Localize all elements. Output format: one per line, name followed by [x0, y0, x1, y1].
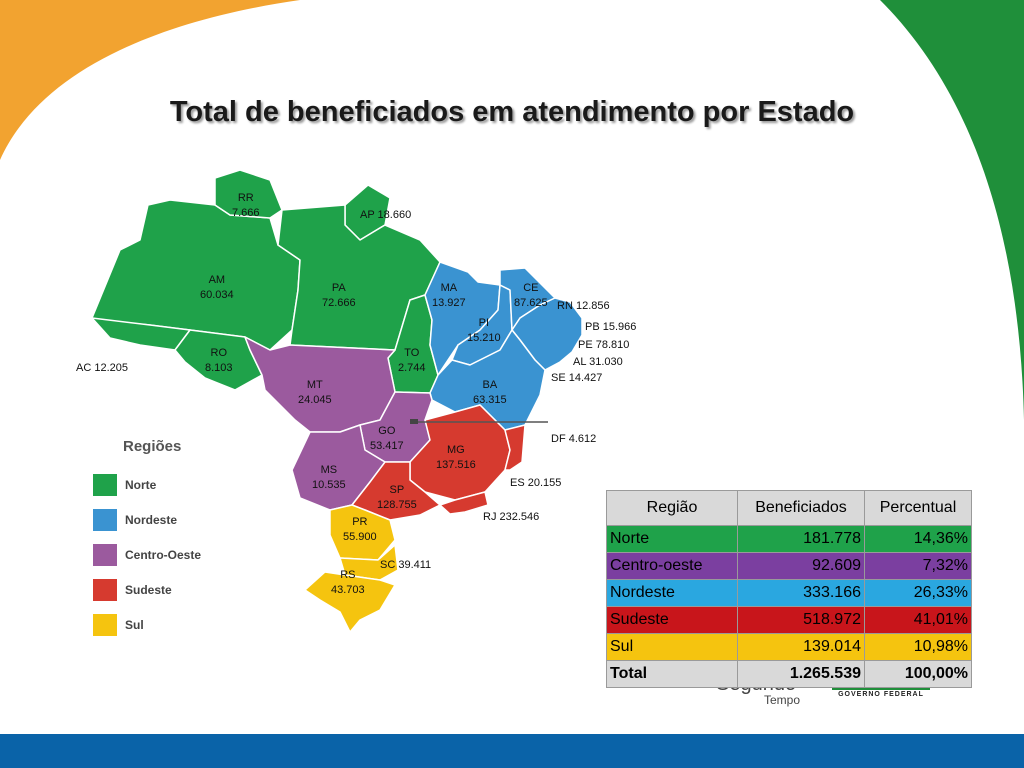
legend-item-norte: Norte — [93, 467, 213, 502]
label-ba: BA 63.315 — [473, 379, 507, 406]
cell-beneficiados: 333.166 — [737, 579, 865, 607]
label-rj: RJ 232.546 — [483, 511, 540, 523]
cell-percentual: 41,01% — [864, 606, 972, 634]
label-mt: MT 24.045 — [298, 379, 332, 406]
label-pb: PB 15.966 — [585, 321, 637, 333]
legend-label: Centro-Oeste — [125, 547, 202, 562]
label-al: AL 31.030 — [573, 356, 623, 368]
footer-band — [0, 734, 1024, 768]
state-rj — [439, 491, 489, 515]
label-ap: AP 18.660 — [360, 209, 412, 221]
label-mg: MG 137.516 — [436, 444, 476, 471]
label-pi: PI 15.210 — [467, 317, 501, 344]
label-pr: PR 55.900 — [343, 516, 377, 543]
table-row: Centro-oeste 92.609 7,32% — [606, 552, 972, 580]
legend-swatch — [93, 508, 117, 531]
cell-percentual: 26,33% — [864, 579, 972, 607]
header-regiao: Região — [606, 490, 738, 526]
cell-region: Nordeste — [606, 579, 738, 607]
table-header-row: Região Beneficiados Percentual — [606, 490, 972, 526]
label-df: DF 4.612 — [551, 433, 597, 445]
label-rr: RR 7.666 — [232, 192, 260, 219]
legend-item-sul: Sul — [93, 607, 213, 642]
map-legend: Regiões Norte Nordeste Centro-Oeste Sude… — [93, 438, 213, 642]
table-total-row: Total 1.265.539 100,00% — [606, 660, 972, 688]
region-summary-table: Região Beneficiados Percentual Norte 181… — [606, 490, 972, 688]
label-ce: CE 87.625 — [514, 282, 548, 309]
legend-title: Regiões — [123, 438, 182, 455]
label-sc: SC 39.411 — [380, 559, 432, 571]
legend-swatch — [93, 613, 117, 636]
label-rs: RS 43.703 — [331, 569, 365, 596]
table-row: Sudeste 518.972 41,01% — [606, 606, 972, 634]
label-go: GO 53.417 — [370, 425, 404, 452]
table-row: Nordeste 333.166 26,33% — [606, 579, 972, 607]
header-percentual: Percentual — [864, 490, 972, 526]
green-swoosh — [880, 0, 1024, 420]
legend-swatch — [93, 543, 117, 566]
label-ms: MS 10.535 — [312, 464, 346, 491]
label-se: SE 14.427 — [551, 372, 603, 384]
state-ba — [429, 329, 546, 431]
cell-region: Sudeste — [606, 606, 738, 634]
legend-item-centro-oeste: Centro-Oeste — [93, 537, 213, 572]
page-title: Total de beneficiados em atendimento por… — [169, 96, 855, 128]
label-pa: PA 72.666 — [322, 282, 356, 309]
cell-total-label: Total — [606, 660, 738, 688]
gov-label: GOVERNO FEDERAL — [838, 691, 924, 698]
label-ac: AC 12.205 — [76, 362, 128, 374]
legend-label: Sul — [125, 617, 144, 632]
state-es — [504, 424, 526, 471]
cell-beneficiados: 92.609 — [737, 552, 865, 580]
legend-label: Nordeste — [125, 512, 178, 527]
cell-beneficiados: 518.972 — [737, 606, 865, 634]
legend-label: Norte — [125, 477, 157, 492]
label-am: AM 60.034 — [200, 274, 234, 301]
state-sp — [351, 461, 441, 521]
legend-item-sudeste: Sudeste — [93, 572, 213, 607]
label-to: TO 2.744 — [398, 347, 426, 374]
legend-label: Sudeste — [125, 582, 172, 597]
legend-item-nordeste: Nordeste — [93, 502, 213, 537]
df-marker — [410, 419, 418, 424]
state-rs — [304, 571, 396, 633]
state-rr — [214, 169, 283, 219]
cell-beneficiados: 181.778 — [737, 525, 865, 553]
label-ro: RO 8.103 — [205, 347, 233, 374]
cell-region: Norte — [606, 525, 738, 553]
label-rn: RN 12.856 — [557, 300, 610, 312]
header-beneficiados: Beneficiados — [737, 490, 865, 526]
cell-region: Sul — [606, 633, 738, 661]
state-pr — [329, 504, 396, 561]
label-ma: MA 13.927 — [432, 282, 466, 309]
label-es: ES 20.155 — [510, 477, 562, 489]
cell-total-percentual: 100,00% — [864, 660, 972, 688]
cell-percentual: 7,32% — [864, 552, 972, 580]
legend-swatch — [93, 578, 117, 601]
cell-percentual: 10,98% — [864, 633, 972, 661]
label-sp: SP 128.755 — [377, 484, 417, 511]
cell-total-beneficiados: 1.265.539 — [737, 660, 865, 688]
legend-swatch — [93, 473, 117, 496]
orange-swoosh — [0, 0, 300, 160]
segundo-tempo-sub: Tempo — [764, 693, 801, 707]
cell-region: Centro-oeste — [606, 552, 738, 580]
label-pe: PE 78.810 — [578, 339, 630, 351]
cell-percentual: 14,36% — [864, 525, 972, 553]
table-row: Norte 181.778 14,36% — [606, 525, 972, 553]
table-row: Sul 139.014 10,98% — [606, 633, 972, 661]
cell-beneficiados: 139.014 — [737, 633, 865, 661]
